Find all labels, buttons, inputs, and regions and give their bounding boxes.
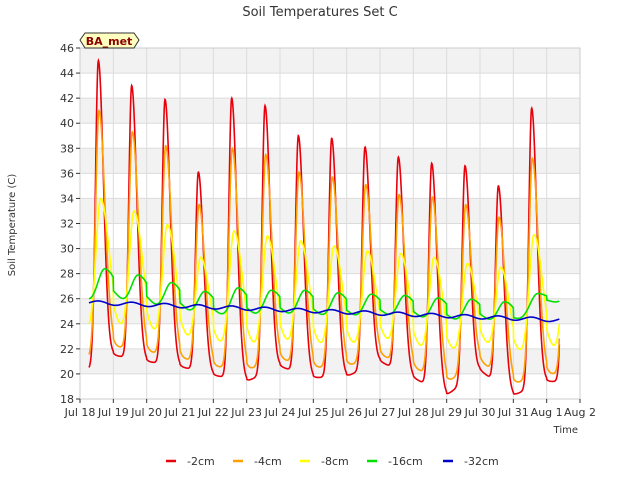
y-axis-ticks: 18 20 22 24 26 28 30 32 34 36 38 40 42 44 46 [60,42,80,406]
x-axis-label: Time [553,425,578,436]
y-tick-label: 24 [60,318,74,331]
legend-label: -2cm [187,455,215,468]
legend: -2cm -4cm -8cm -16cm -32cm [166,455,499,468]
y-tick-label: 36 [60,167,74,180]
x-tick-label: Jul 22 [197,406,229,419]
x-tick-label: Jul 24 [264,406,296,419]
y-tick-label: 30 [60,243,74,256]
x-tick-label: Jul 27 [364,406,396,419]
y-tick-label: 34 [60,192,74,205]
y-tick-label: 44 [60,67,74,80]
y-tick-label: 26 [60,293,74,306]
ba-met-badge: BA_met [79,32,140,49]
x-tick-label: Jul 30 [464,406,496,419]
y-tick-label: 20 [60,368,74,381]
grid-band [80,48,580,74]
y-tick-label: 32 [60,218,74,231]
y-tick-label: 46 [60,42,74,55]
series-line-minus-32cm [88,300,560,323]
x-tick-label: Aug 2 [564,406,596,419]
x-tick-label: Jul 29 [430,406,462,419]
x-tick-label: Jul 18 [64,406,96,419]
series-line-minus-4cm [88,109,561,383]
x-tick-label: Jul 25 [297,406,329,419]
x-tick-label: Aug 1 [531,406,563,419]
series-line-minus-2cm [88,57,561,395]
x-tick-label: Jul 28 [397,406,429,419]
x-tick-label: Jul 21 [164,406,196,419]
y-tick-label: 28 [60,268,74,281]
series-lines [88,57,561,395]
x-tick-label: Jul 20 [130,406,162,419]
y-axis-label: Soil Temperature (C) [7,174,18,277]
y-tick-label: 42 [60,92,74,105]
y-tick-label: 18 [60,393,74,406]
legend-label: -16cm [388,455,423,468]
legend-label: -8cm [321,455,349,468]
legend-label: -4cm [254,455,282,468]
grid-band [80,98,580,124]
x-tick-label: Jul 26 [330,406,362,419]
x-tick-label: Jul 31 [497,406,529,419]
x-tick-label: Jul 19 [97,406,129,419]
badge-label: BA_met [86,35,133,48]
chart-title: Soil Temperatures Set C [242,5,397,20]
x-tick-label: Jul 23 [230,406,262,419]
legend-label: -32cm [464,455,499,468]
y-tick-label: 40 [60,117,74,130]
grid-band [80,348,580,374]
y-tick-label: 22 [60,343,74,356]
y-tick-label: 38 [60,142,74,155]
x-axis-ticks: Jul 18 Jul 19 Jul 20 Jul 21 Jul 22 Jul 23 Jul … [64,399,596,419]
series-line-minus-8cm [88,197,561,351]
series-line-minus-16cm [88,268,560,320]
